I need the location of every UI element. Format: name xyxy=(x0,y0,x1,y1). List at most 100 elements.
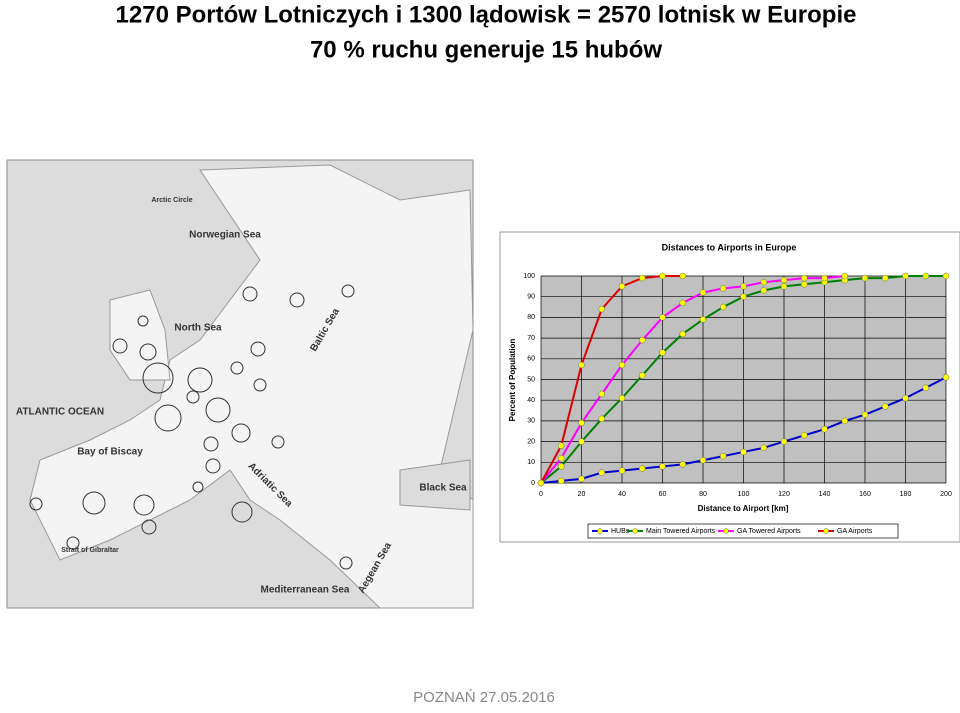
point xyxy=(598,390,605,398)
x-tick-label: 160 xyxy=(859,491,871,498)
x-tick-label: 0 xyxy=(539,491,543,498)
series-line xyxy=(540,275,845,484)
y-tick-label: 90 xyxy=(527,294,535,301)
point xyxy=(801,274,808,282)
x-tick-label: 100 xyxy=(738,491,750,498)
point xyxy=(699,456,707,464)
point xyxy=(882,274,889,282)
y-tick-label: 100 xyxy=(523,273,535,280)
series-line xyxy=(540,275,683,484)
point xyxy=(618,283,626,290)
point xyxy=(598,415,605,423)
point xyxy=(598,469,605,476)
point xyxy=(760,287,767,294)
point xyxy=(537,479,545,487)
point xyxy=(841,417,848,425)
point xyxy=(639,465,646,472)
point xyxy=(578,438,585,445)
point xyxy=(801,281,808,288)
map-label: ATLANTIC OCEAN xyxy=(16,407,104,418)
map-label: Bay of Biscay xyxy=(77,447,143,458)
point xyxy=(801,432,808,439)
point xyxy=(720,452,727,460)
map-label: Mediterranean Sea xyxy=(261,585,350,596)
point xyxy=(699,289,707,296)
legend-marker xyxy=(723,528,729,534)
point xyxy=(780,283,788,290)
point xyxy=(821,425,828,433)
slide-subtitle: 70 % ruchu generuje 15 hubów xyxy=(310,36,662,63)
y-tick-label: 0 xyxy=(531,480,535,487)
point xyxy=(578,475,585,483)
map-label: North Sea xyxy=(174,323,222,334)
point xyxy=(740,448,747,456)
point xyxy=(679,461,686,468)
point xyxy=(861,411,869,418)
point xyxy=(639,372,646,379)
point xyxy=(760,444,767,452)
point xyxy=(699,316,707,323)
point xyxy=(558,477,565,485)
point xyxy=(558,454,565,462)
slide-title: 1270 Portów Lotniczych i 1300 lądowisk =… xyxy=(116,1,857,28)
point xyxy=(659,349,666,356)
legend-box xyxy=(587,523,899,539)
point xyxy=(942,272,950,280)
point xyxy=(882,403,889,410)
point xyxy=(558,463,565,470)
point xyxy=(679,299,686,307)
point xyxy=(902,394,909,402)
map-label: Black Sea xyxy=(419,483,467,494)
point xyxy=(720,303,727,311)
point xyxy=(659,272,666,280)
map-label: Strait of Gibraltar xyxy=(61,547,119,554)
point xyxy=(679,330,686,338)
chart-title: Distances to Airports in Europe xyxy=(662,242,797,252)
legend-label: Main Towered Airports xyxy=(646,528,716,535)
x-tick-label: 140 xyxy=(819,491,831,498)
point xyxy=(821,274,828,282)
y-tick-label: 10 xyxy=(527,459,535,466)
point xyxy=(740,283,747,290)
point xyxy=(618,361,626,369)
point xyxy=(659,463,666,470)
x-tick-label: 60 xyxy=(659,491,667,498)
point xyxy=(861,274,869,282)
x-tick-label: 120 xyxy=(778,491,790,498)
point xyxy=(578,419,585,427)
point xyxy=(720,285,727,292)
y-tick-label: 20 xyxy=(527,438,535,445)
y-tick-label: 30 xyxy=(527,418,535,425)
point xyxy=(780,276,788,284)
y-tick-label: 80 xyxy=(527,314,535,321)
x-axis-label: Distance to Airport [km] xyxy=(698,504,789,513)
y-tick-label: 40 xyxy=(527,397,535,404)
legend-label: GA Towered Airports xyxy=(737,528,801,535)
y-tick-label: 70 xyxy=(527,335,535,342)
point xyxy=(659,314,666,321)
point xyxy=(922,384,929,392)
point xyxy=(679,272,686,280)
point xyxy=(558,442,565,449)
point xyxy=(598,305,605,313)
point xyxy=(578,361,585,369)
legend-marker xyxy=(632,528,638,534)
point xyxy=(922,272,929,280)
point xyxy=(639,274,646,282)
point xyxy=(780,438,788,445)
x-tick-label: 80 xyxy=(699,491,707,498)
point xyxy=(942,374,950,381)
map-label: Arctic Circle xyxy=(151,197,192,204)
point xyxy=(618,467,626,474)
map-label: Norwegian Sea xyxy=(189,230,261,241)
point xyxy=(841,272,848,280)
point xyxy=(740,293,747,300)
legend-label: HUBs xyxy=(611,528,630,535)
legend-marker xyxy=(823,528,829,534)
y-tick-label: 60 xyxy=(527,356,535,363)
y-axis-label: Percent of Population xyxy=(508,339,517,422)
point xyxy=(618,394,626,402)
legend-marker xyxy=(597,528,603,534)
